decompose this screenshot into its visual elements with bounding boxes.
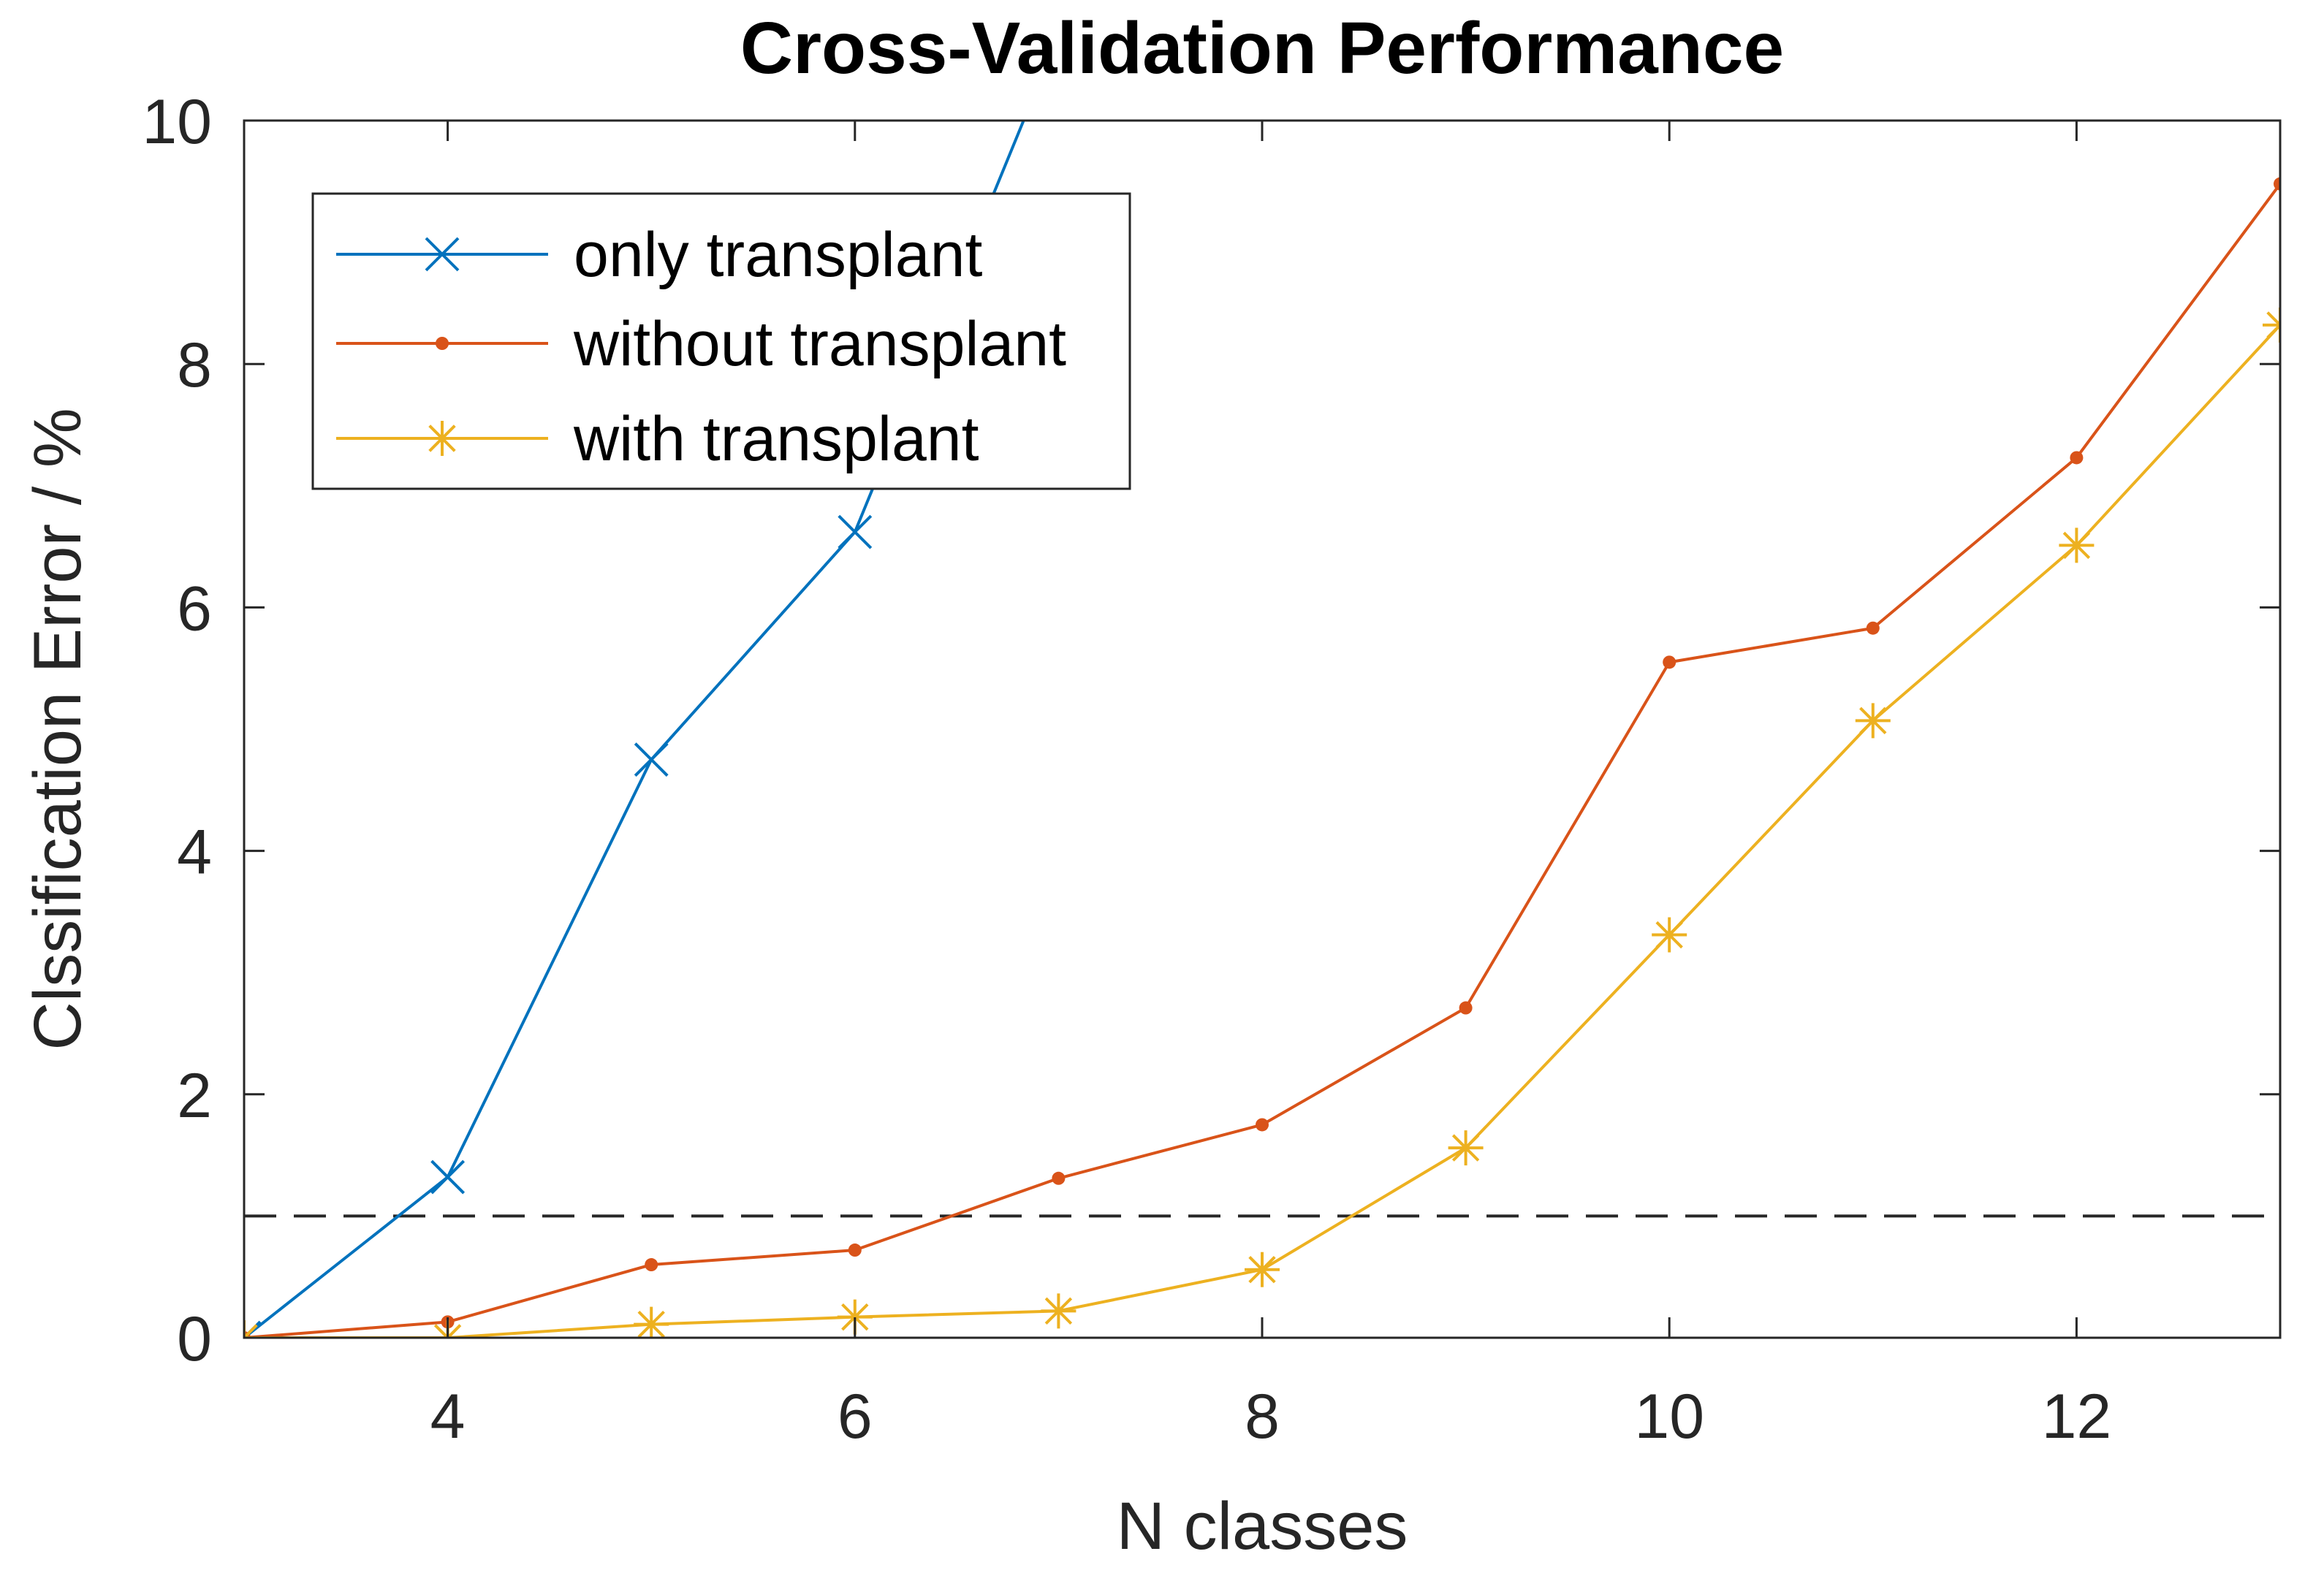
x-tick-label: 12 [2042, 1382, 2112, 1452]
legend-items: only transplant without transplant with tr… [336, 220, 1066, 474]
data-point [2070, 451, 2084, 465]
marker-dot [436, 337, 449, 350]
series-without-transplant [244, 177, 2280, 1338]
legend-marker [425, 421, 460, 456]
data-point [645, 1258, 658, 1272]
legend-label: with transplant [573, 404, 979, 474]
y-tick-label: 8 [177, 330, 212, 400]
marker-stroke [1451, 1134, 1480, 1162]
data-point [1041, 1293, 1076, 1329]
marker-stroke [1859, 707, 1887, 735]
marker-stroke [430, 1159, 466, 1195]
legend-item-without-transplant: without transplant [336, 309, 1066, 379]
series-with-transplant [244, 307, 2280, 1338]
marker-stroke [841, 1303, 869, 1331]
y-tick-label: 0 [177, 1304, 212, 1374]
data-point [634, 742, 669, 777]
x-tick-label: 8 [1245, 1382, 1280, 1452]
data-point [1256, 1118, 1269, 1132]
data-point [2274, 177, 2280, 191]
marker-stroke [428, 424, 456, 452]
ticks-layer: 4 6 8 10 12 0 2 4 6 8 10 [142, 87, 2280, 1452]
data-point [1052, 1171, 1066, 1185]
y-tick-label: 6 [177, 574, 212, 644]
marker-stroke [2266, 323, 2280, 339]
data-point [838, 514, 873, 549]
x-axis-label: N classes [1117, 1489, 1408, 1564]
legend-label: only transplant [574, 220, 982, 290]
legend-item-with-transplant: with transplant [336, 404, 979, 474]
data-point [1866, 621, 1880, 635]
marker-stroke [2062, 531, 2091, 560]
y-tick-label: 10 [142, 87, 212, 157]
marker-stroke [637, 1310, 665, 1338]
marker-dot [848, 1243, 862, 1257]
series-layer [244, 121, 2280, 1338]
marker-stroke [425, 237, 460, 272]
data-point [2059, 528, 2095, 563]
x-tick-label: 4 [430, 1382, 466, 1452]
data-point [1663, 655, 1676, 669]
marker-dot [1663, 655, 1676, 669]
legend-marker [436, 337, 449, 350]
y-axis-label: Clssification Error / % [20, 408, 95, 1050]
marker-stroke [433, 1324, 450, 1338]
data-point [244, 1320, 262, 1338]
marker-stroke [1044, 1297, 1073, 1325]
data-point [1855, 703, 1891, 739]
data-point [1652, 917, 1687, 953]
data-point [2263, 307, 2280, 343]
marker-dot [1052, 1171, 1066, 1185]
data-point [634, 1306, 669, 1338]
legend: only transplant without transplant with tr… [311, 192, 1131, 490]
data-point [1245, 1252, 1280, 1287]
x-tick-label: 6 [838, 1382, 873, 1452]
marker-dot [1866, 621, 1880, 635]
marker-stroke [2266, 311, 2280, 327]
marker-dot [1256, 1118, 1269, 1132]
x-tick-label: 10 [1634, 1382, 1704, 1452]
marker-stroke [634, 742, 669, 777]
marker-dot [2274, 177, 2280, 191]
data-point [430, 1159, 466, 1195]
legend-label: without transplant [573, 309, 1066, 379]
y-tick-label: 2 [177, 1061, 212, 1131]
legend-item-only-transplant: only transplant [336, 220, 982, 290]
marker-stroke [244, 1324, 258, 1338]
marker-stroke [1248, 1256, 1276, 1284]
marker-stroke [838, 514, 873, 549]
marker-dot [1459, 1001, 1473, 1015]
marker-dot [645, 1258, 658, 1272]
data-point [1448, 1130, 1484, 1166]
marker-stroke [445, 1324, 462, 1338]
y-tick-label: 4 [177, 818, 212, 888]
legend-marker [425, 237, 460, 272]
data-point [1459, 1001, 1473, 1015]
marker-stroke [1655, 921, 1683, 949]
marker-dot [2070, 451, 2084, 465]
data-point [848, 1243, 862, 1257]
chart-title: Cross-Validation Performance [740, 7, 1784, 89]
